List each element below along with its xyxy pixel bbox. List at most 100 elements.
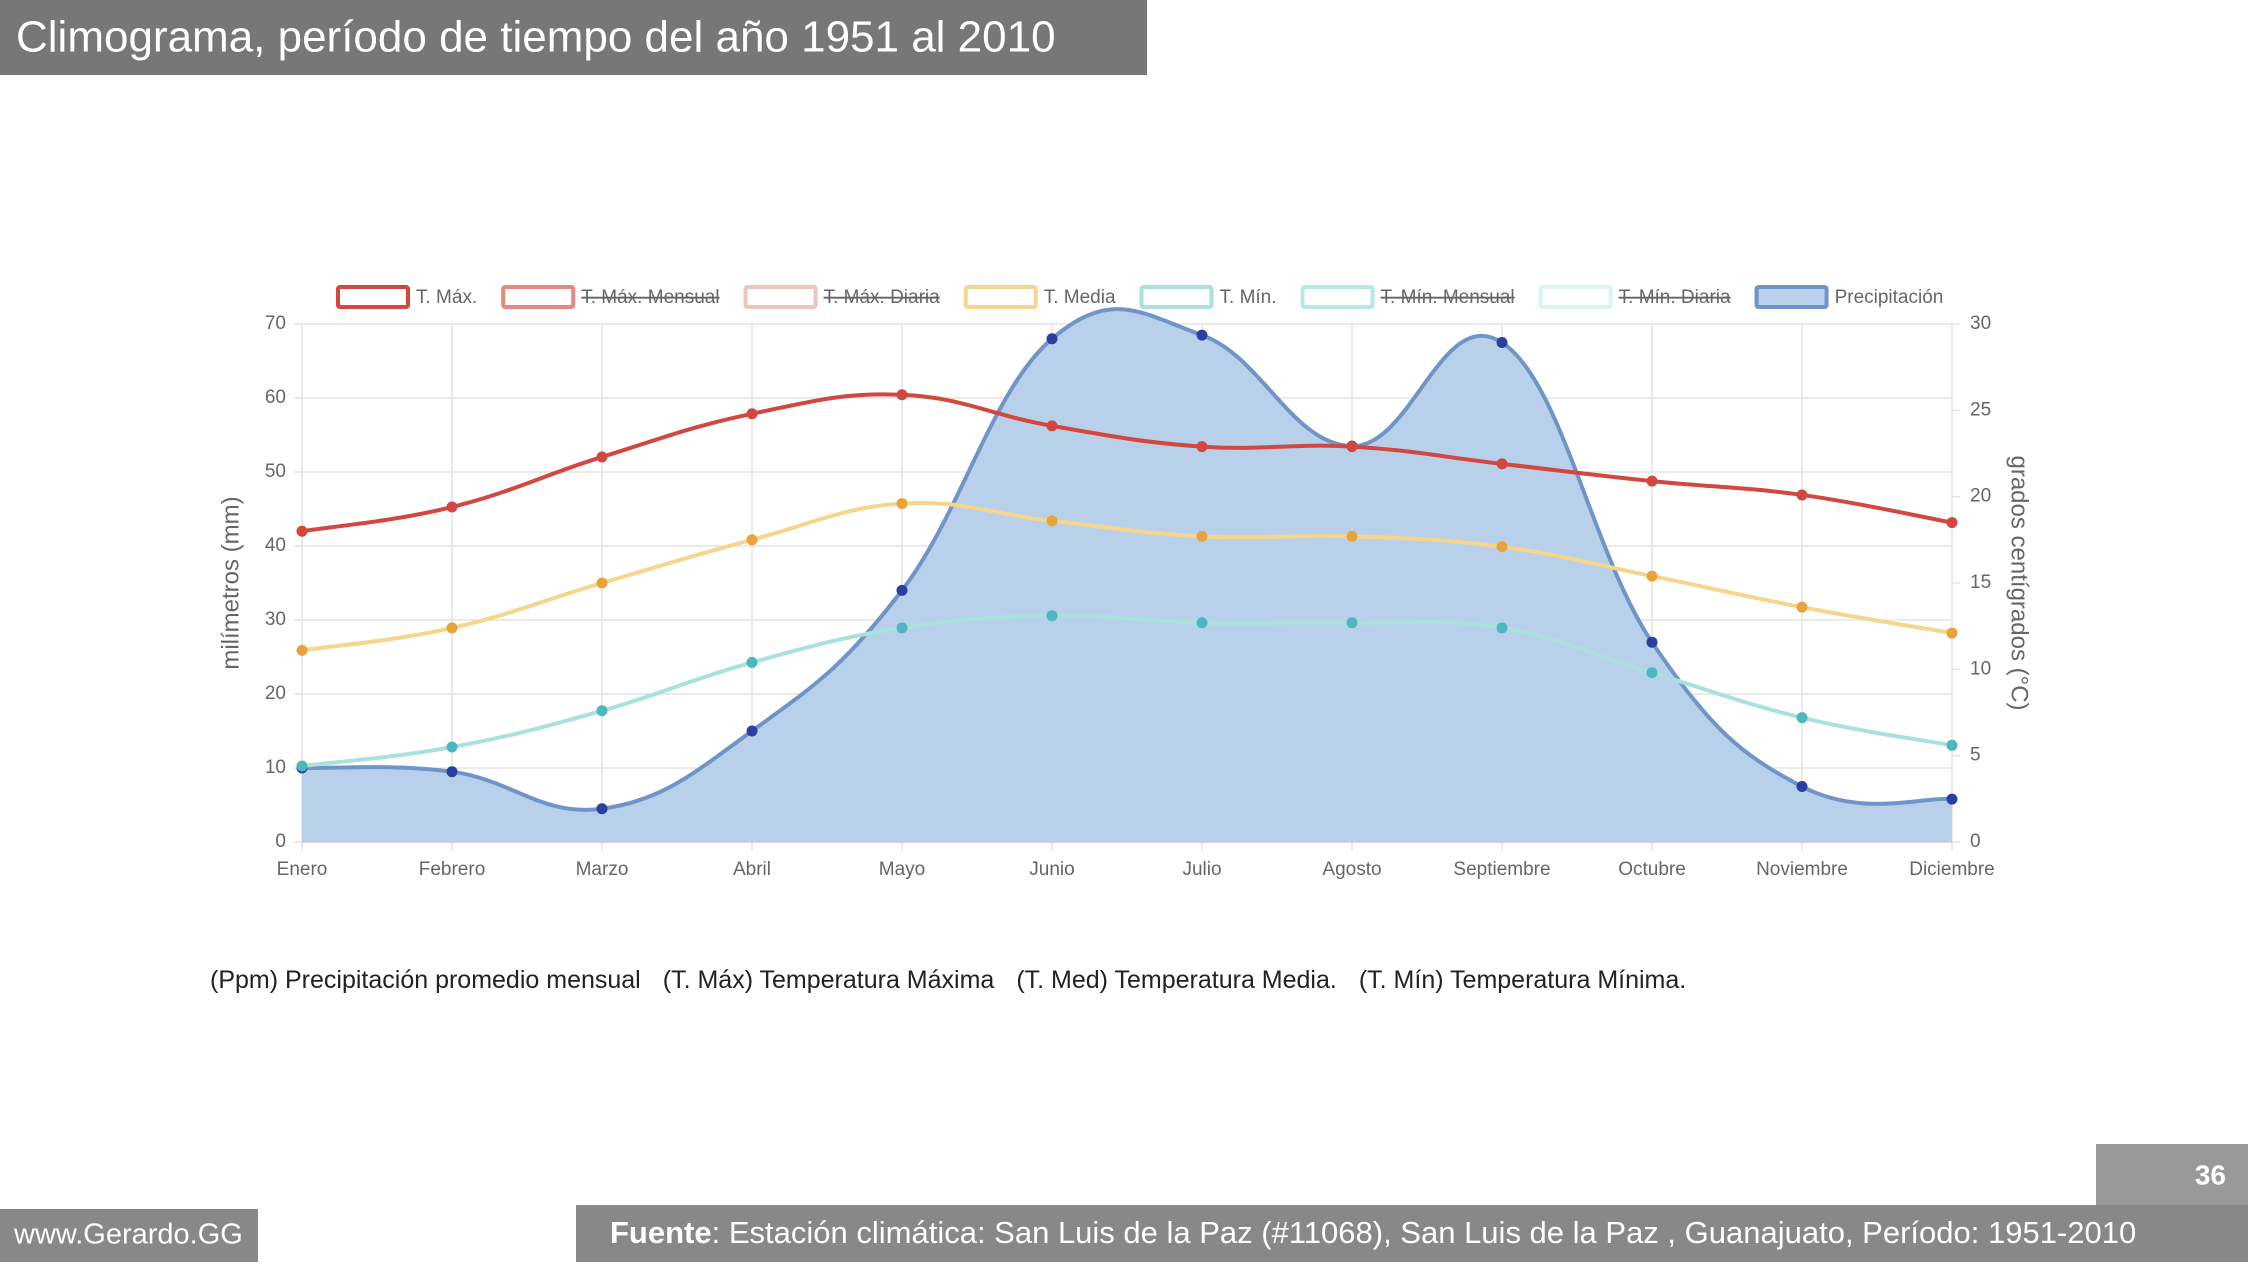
data-point (896, 498, 908, 510)
x-tick-label: Abril (733, 859, 771, 880)
data-point (446, 622, 458, 634)
y2-tick-label: 30 (1970, 313, 1991, 334)
data-point (896, 622, 908, 634)
x-tick-label: Septiembre (1453, 859, 1550, 880)
slide-title: Climograma, período de tiempo del año 19… (16, 13, 1056, 62)
legend-label: T. Mín. Diaria (1619, 287, 1731, 308)
legend-swatch (1300, 285, 1375, 309)
data-point (596, 803, 608, 815)
x-tick-label: Junio (1029, 859, 1074, 880)
data-point (746, 656, 758, 668)
y-tick-label: 30 (265, 609, 286, 630)
footnote: (Ppm) Precipitación promedio mensual (T. … (210, 966, 1686, 994)
watermark-box (0, 1209, 258, 1262)
data-point (1496, 458, 1508, 470)
legend-swatch (501, 285, 576, 309)
x-tick-label: Octubre (1618, 859, 1686, 880)
title-bar (0, 0, 1147, 75)
data-point (1796, 781, 1808, 792)
x-tick-label: Julio (1182, 859, 1221, 880)
data-point (296, 644, 308, 656)
y-axis-label: milímetros (mm) (217, 496, 244, 669)
data-point (896, 389, 908, 401)
footnote-item: (T. Mín) Temperatura Mínima. (1359, 966, 1686, 994)
legend-swatch (963, 285, 1038, 309)
data-point (1646, 570, 1658, 582)
y2-tick-label: 0 (1970, 831, 1981, 852)
footnote-item: (T. Máx) Temperatura Máxima (663, 966, 995, 994)
y2-tick-label: 5 (1970, 745, 1981, 766)
y2-tick-label: 15 (1970, 572, 1991, 593)
x-tick-label: Enero (277, 859, 328, 880)
y-tick-label: 10 (265, 757, 286, 778)
source-text: : Estación climática: San Luis de la Paz… (712, 1215, 2137, 1250)
data-point (1346, 530, 1358, 542)
page-number: 36 (2195, 1159, 2226, 1190)
legend-label: T. Máx. (416, 287, 477, 308)
data-point (296, 760, 308, 772)
y-tick-label: 50 (265, 461, 286, 482)
y2-tick-label: 10 (1970, 658, 1991, 679)
x-tick-label: Diciembre (1909, 859, 1995, 880)
source: Fuente: Estación climática: San Luis de … (610, 1215, 2136, 1250)
data-point (1196, 617, 1208, 629)
data-point (1946, 793, 1958, 805)
data-point (896, 584, 908, 596)
footnote-item: (Ppm) Precipitación promedio mensual (210, 966, 641, 994)
series-line (301, 501, 1953, 653)
data-point (446, 501, 458, 513)
data-point (1946, 627, 1958, 639)
y-tick-label: 70 (265, 313, 286, 334)
source-bar (576, 1205, 2248, 1262)
x-tick-label: Noviembre (1756, 859, 1848, 880)
data-point (1046, 610, 1058, 622)
data-point (1796, 489, 1808, 501)
x-tick-label: Febrero (419, 859, 486, 880)
data-point (1196, 530, 1208, 542)
data-point (746, 534, 758, 546)
data-point (1646, 475, 1658, 487)
legend-label: T. Máx. Diaria (824, 287, 941, 308)
data-point (746, 408, 758, 420)
legend-swatch (1754, 285, 1829, 309)
precip-area (302, 309, 1952, 842)
data-point (596, 577, 608, 589)
data-point (1046, 333, 1058, 345)
legend-label: Precipitación (1835, 287, 1944, 308)
legend-swatch (1139, 285, 1214, 309)
data-point (596, 451, 608, 463)
data-point (1496, 541, 1508, 553)
legend-label: T. Mín. Mensual (1381, 287, 1515, 308)
y2-tick-label: 20 (1970, 486, 1991, 507)
y2-tick-label: 25 (1970, 399, 1991, 420)
legend-swatch (336, 285, 410, 309)
data-point (1796, 601, 1808, 613)
watermark: www.Gerardo.GG (13, 1219, 243, 1251)
data-point (1646, 636, 1658, 648)
data-point (1496, 337, 1508, 348)
footnote-item: (T. Med) Temperatura Media. (1016, 966, 1337, 994)
series-line (301, 392, 1953, 534)
data-point (1046, 420, 1058, 432)
data-point (446, 766, 458, 778)
data-point (1946, 739, 1958, 751)
data-point (746, 725, 758, 737)
data-point (1496, 622, 1508, 634)
data-point (596, 705, 608, 717)
x-tick-label: Marzo (576, 859, 629, 880)
legend-label: T. Máx. Mensual (581, 287, 719, 308)
data-point (1346, 441, 1358, 453)
data-point (296, 525, 308, 537)
legend-swatch (743, 285, 818, 309)
data-point (1046, 515, 1058, 527)
y-tick-label: 60 (265, 387, 286, 408)
y-tick-label: 20 (265, 683, 286, 704)
y-tick-label: 0 (275, 831, 286, 852)
data-point (1346, 617, 1358, 629)
y2-axis-label: grados centígrados (°C) (2006, 455, 2033, 710)
source-label: Fuente (610, 1215, 712, 1250)
x-tick-label: Mayo (879, 859, 925, 880)
x-tick-label: Agosto (1322, 859, 1381, 880)
